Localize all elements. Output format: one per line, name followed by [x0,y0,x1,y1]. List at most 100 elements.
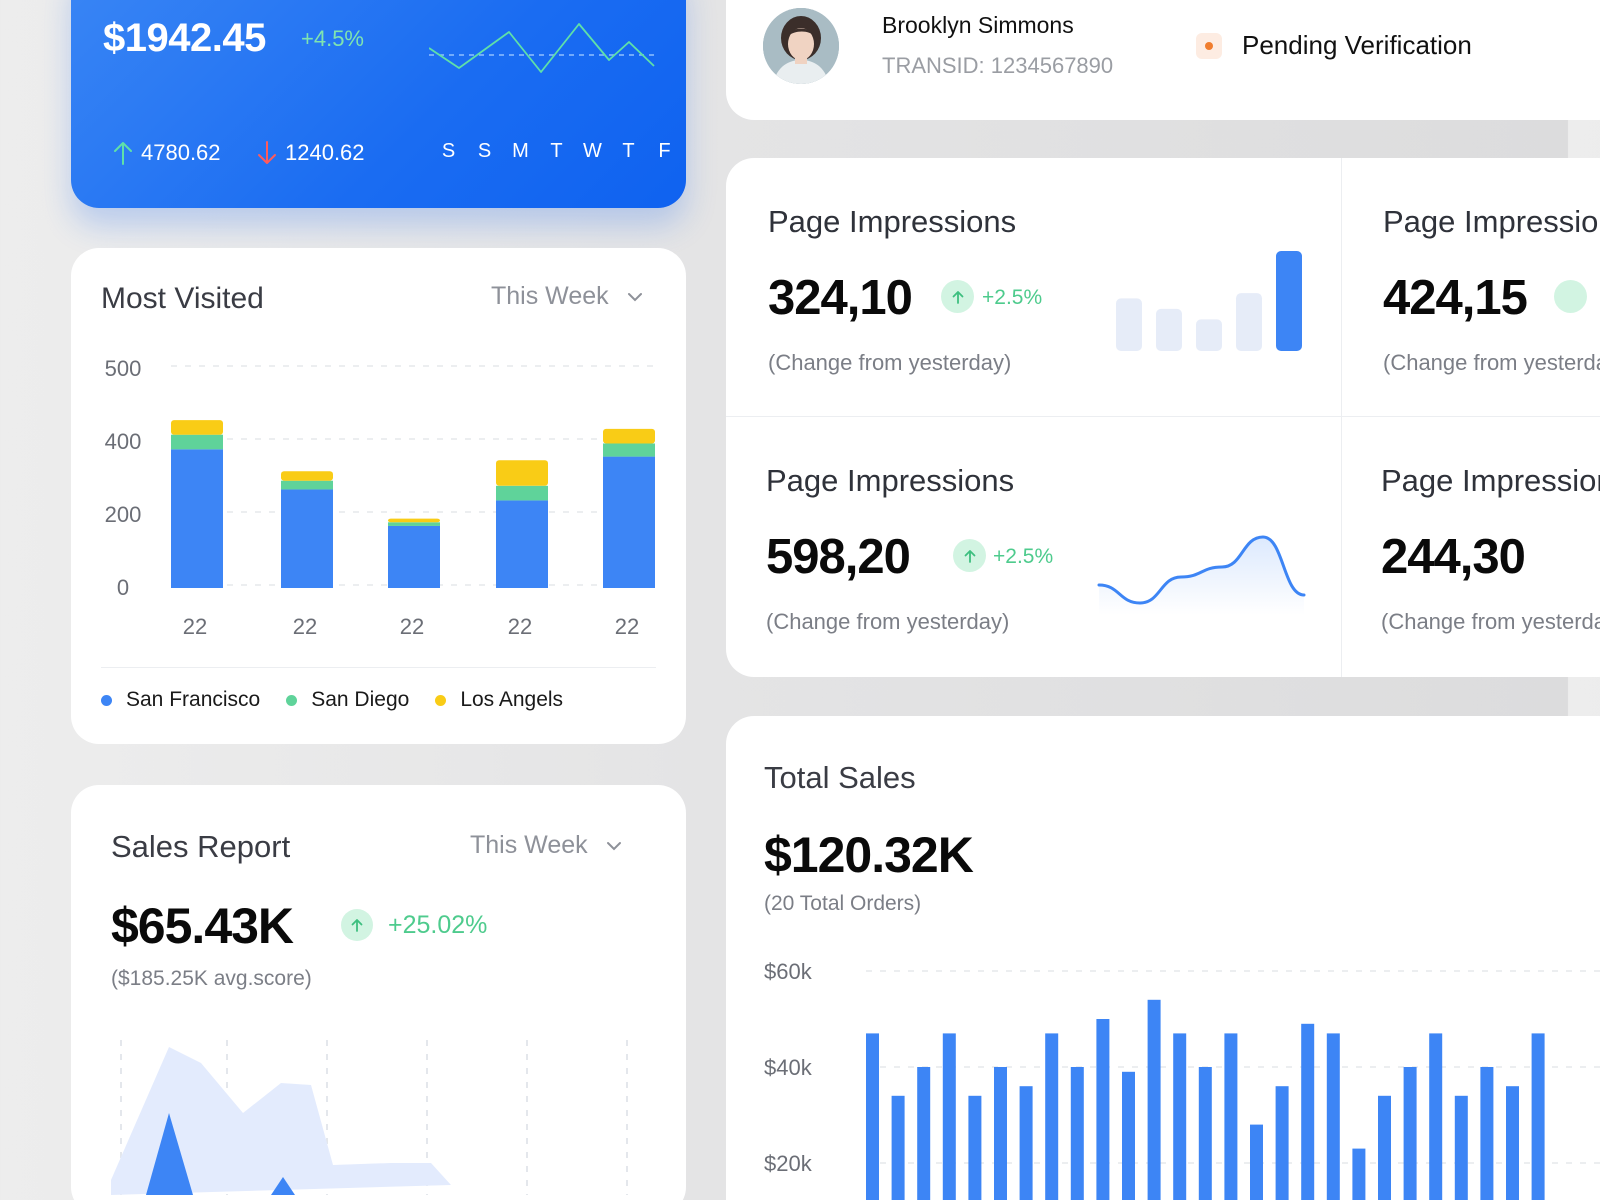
legend-dot-icon [101,694,112,706]
transaction-id: TRANSID: 1234567890 [882,53,1114,78]
trend-up-badge [941,280,974,313]
bar [1480,1067,1494,1200]
legend-label: San Diego [311,688,410,711]
bar [994,1067,1007,1200]
income-value: 4780.62 [141,140,221,165]
trend-up-badge [953,539,986,572]
total-sales-subtitle: (20 Total Orders) [764,892,922,915]
bar [1096,1019,1110,1200]
expense-stat: 1240.62 [257,140,365,166]
sales-area-chart [111,1040,628,1195]
bar [1019,1086,1033,1200]
impressions-tile: Page Impressions 424,15 (Change from yes… [1342,158,1600,417]
bar-segment [171,434,223,450]
bar [1198,1067,1212,1200]
bar-segment [496,485,548,501]
bar [1156,308,1182,351]
period-dropdown[interactable]: This Week [470,831,622,860]
impressions-card: Page Impressions 324,10 +2.5% (Change fr… [726,158,1600,677]
bar-segment [388,525,440,588]
total-sales-value: $120.32K [764,827,974,883]
impressions-value: 598,20 [766,530,911,584]
weekday-label: M [512,140,530,162]
bar [1196,319,1222,351]
transaction-card[interactable]: Brooklyn Simmons TRANSID: 1234567890 Pen… [726,0,1600,120]
impressions-change: +2.5% [993,545,1054,568]
y-tick-label: 400 [105,429,142,454]
bar [891,1095,905,1200]
bar [1045,1033,1059,1200]
bar [942,1033,956,1200]
most-visited-title: Most Visited [101,282,264,315]
x-tick-label: 22 [400,614,424,639]
bar [1224,1033,1238,1200]
chart-legend: San Francisco San Diego Los Angels [101,688,563,712]
impressions-tile: Page Impressions 244,30 (Change from yes… [1342,417,1600,676]
avatar [763,8,839,84]
legend-item: Los Angels [435,688,563,712]
y-tick-label: $60k [764,959,813,984]
bar [1352,1148,1366,1200]
divider [726,416,1600,417]
trend-up-badge [1554,280,1587,313]
impressions-title: Page Impressions [768,204,1017,239]
impressions-subtitle: (Change from yesterday) [1381,609,1600,634]
weekday-label: S [477,140,493,162]
bar [1116,298,1142,351]
arrow-up-icon [952,290,963,304]
weekday-label: F [658,140,672,162]
arrow-down-icon [258,141,276,164]
bar [1147,999,1161,1200]
period-label: This Week [470,831,588,859]
y-tick-label: $40k [764,1055,813,1080]
weekday-label: T [622,140,636,162]
bar-segment [496,500,548,588]
impressions-area-chart [1097,535,1306,615]
bar-segment [496,460,548,486]
bar-segment [388,518,440,523]
trend-up-badge [341,909,373,941]
y-tick-label: $20k [764,1151,813,1176]
sales-report-card: Sales Report This Week $65.43K +25.02% (… [71,785,686,1200]
impressions-title: Page Impressions [766,463,1015,498]
chevron-down-icon [627,292,642,301]
balance-sparkline [429,23,659,73]
impressions-subtitle: (Change from yesterday) [766,609,1010,634]
bar-segment [388,522,440,526]
sales-report-title: Sales Report [111,829,291,864]
expense-value: 1240.62 [285,140,365,165]
bar [1122,1071,1135,1200]
arrow-up-icon [114,142,132,165]
bar [1531,1033,1545,1200]
customer-name: Brooklyn Simmons [882,12,1074,38]
income-stat: 4780.62 [113,140,221,166]
balance-amount: $1942.45 [103,16,266,60]
y-tick-label: 500 [105,356,142,381]
y-tick-label: 0 [117,575,129,600]
impressions-title: Page Impressions [1383,204,1600,239]
total-sales-card: Total Sales $120.32K (20 Total Orders) $… [726,716,1600,1200]
x-tick-label: 22 [183,614,207,639]
sales-report-value: $65.43K [111,898,294,954]
impressions-subtitle: (Change from yesterday) [1383,350,1600,375]
x-tick-label: 22 [508,614,532,639]
bar-segment [281,471,333,481]
arrow-up-icon [351,919,363,932]
y-tick-label: 200 [105,502,142,527]
bar [1429,1033,1443,1200]
bar [1326,1033,1340,1200]
period-dropdown[interactable]: This Week [491,282,643,311]
legend-dot-icon [286,694,298,706]
impressions-value: 244,30 [1381,530,1526,584]
impressions-tile: Page Impressions 324,10 +2.5% (Change fr… [726,158,1341,417]
divider [1341,158,1342,677]
most-visited-chart: 0 200 400 500 22 22 22 22 22 [105,356,656,639]
bar [1301,1023,1315,1200]
impressions-subtitle: (Change from yesterday) [768,350,1012,375]
chevron-down-icon [606,841,621,850]
weekday-label: T [550,140,564,162]
legend-label: Los Angels [460,688,564,711]
bar [1506,1086,1519,1200]
